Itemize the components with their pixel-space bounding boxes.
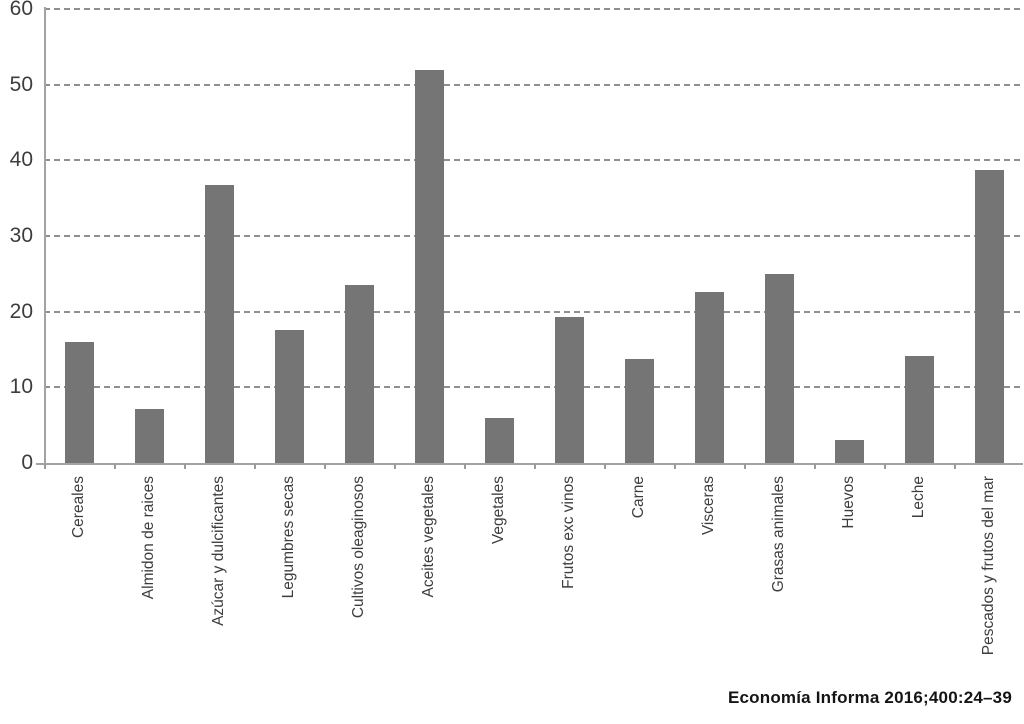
- x-axis-tick: [464, 464, 466, 469]
- x-axis-tick: [44, 464, 46, 469]
- x-axis-label: Grasas animales: [770, 476, 787, 593]
- x-axis-label: Cultivos oleaginosos: [350, 476, 367, 619]
- x-axis-label: Almidon de raices: [140, 476, 157, 600]
- y-axis-line: [44, 7, 46, 463]
- x-axis-tick: [744, 464, 746, 469]
- y-axis-tick-label: 20: [9, 299, 33, 323]
- x-axis-label: Frutos exc vinos: [560, 476, 577, 589]
- gridline: [44, 83, 1023, 86]
- gridline: [44, 235, 1023, 237]
- y-axis-tick-label: 50: [9, 72, 33, 96]
- bar: [65, 342, 94, 463]
- x-axis-label: Leche: [910, 476, 927, 519]
- x-axis-tick: [534, 464, 536, 469]
- x-axis-label: Aceites vegetales: [420, 476, 437, 598]
- bar: [345, 285, 374, 463]
- bar: [205, 185, 234, 463]
- x-axis-tick: [394, 464, 396, 469]
- gridline: [44, 310, 1023, 313]
- y-axis-tick-label: 60: [9, 0, 33, 20]
- gridline: [44, 8, 1023, 10]
- y-axis-tick-label: 30: [9, 224, 33, 247]
- x-axis-label: Huevos: [840, 476, 857, 529]
- y-axis-tick-label: 10: [9, 375, 33, 399]
- x-axis-tick: [114, 464, 116, 469]
- x-axis-tick: [184, 464, 186, 469]
- x-axis-label: Pescados y frutos del mar: [980, 476, 997, 656]
- y-axis-tick-label: 0: [21, 451, 33, 474]
- y-axis-tick-label: 40: [9, 148, 33, 172]
- bar: [625, 359, 654, 463]
- bar: [695, 292, 724, 463]
- gridline: [44, 386, 1023, 389]
- citation: Economía Informa 2016;400:24–39: [727, 688, 1012, 707]
- bar: [555, 317, 584, 463]
- x-axis-label: Cereales: [70, 476, 87, 539]
- x-axis-tick: [674, 464, 676, 469]
- x-axis-label: Vegetales: [490, 476, 507, 545]
- bar: [835, 440, 864, 463]
- bar: [765, 274, 794, 463]
- bar: [415, 70, 444, 463]
- bar: [905, 356, 934, 463]
- x-axis-label: Carne: [630, 476, 647, 519]
- x-axis-tick: [814, 464, 816, 469]
- bar: [275, 330, 304, 463]
- x-axis-tick: [954, 464, 956, 469]
- x-axis-label: Visceras: [700, 476, 717, 536]
- x-axis-tick: [254, 464, 256, 469]
- x-axis-label: Azúcar y dulcificantes: [210, 476, 227, 626]
- x-axis-tick: [604, 464, 606, 469]
- bar: [135, 409, 164, 463]
- bar: [975, 170, 1004, 463]
- x-axis-label: Legumbres secas: [280, 476, 297, 599]
- x-axis-line: [36, 463, 1023, 465]
- gridline: [44, 159, 1023, 162]
- bar: [485, 418, 514, 463]
- x-axis-tick: [324, 464, 326, 469]
- x-axis-tick: [884, 464, 886, 469]
